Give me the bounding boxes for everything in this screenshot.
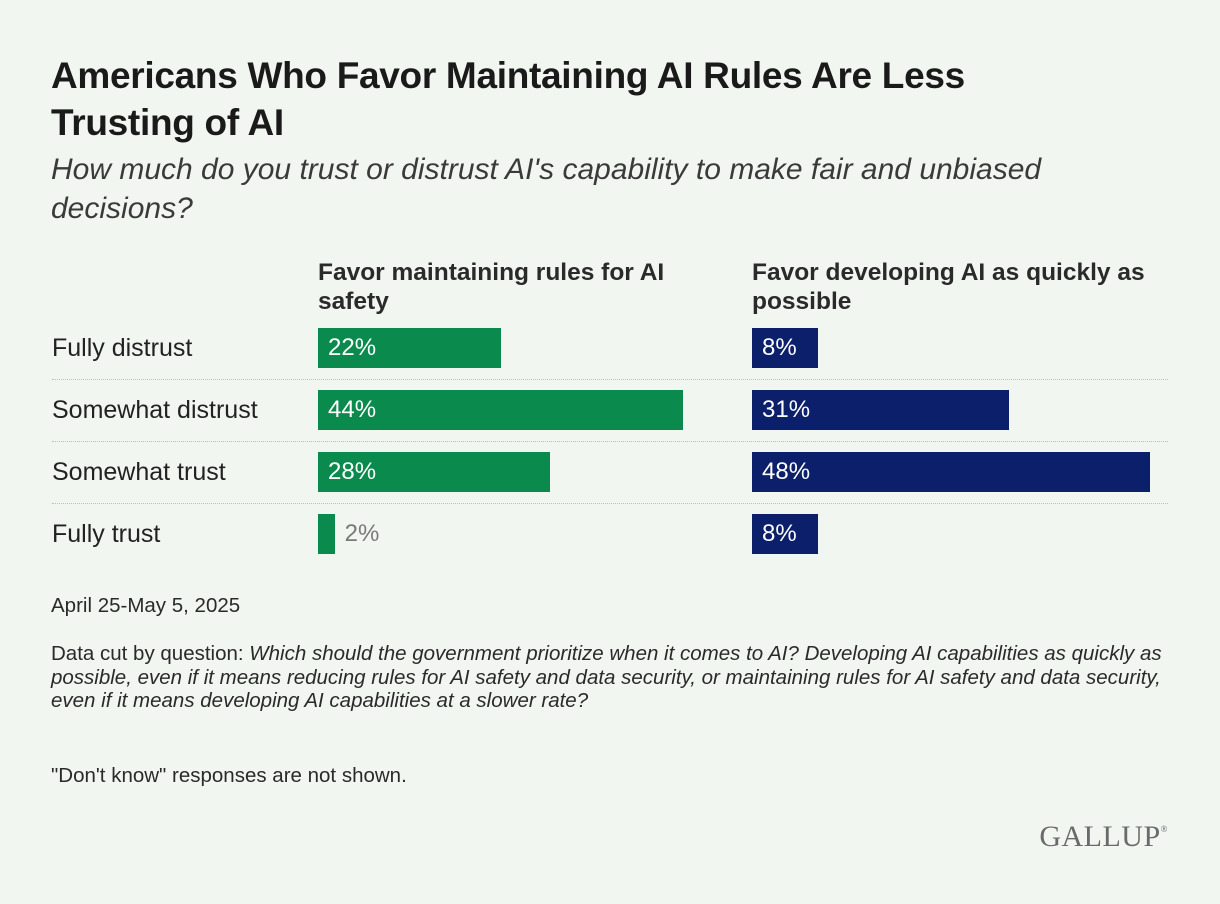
question-text: Which should the government prioritize w… [51, 642, 1162, 712]
chart-subtitle: How much do you trust or distrust AI's c… [51, 153, 1042, 225]
bar [318, 390, 684, 430]
question-prefix: Data cut by question: [51, 642, 250, 665]
bar-value-label: 2% [344, 520, 380, 547]
category-label: Somewhat distrust [52, 396, 258, 424]
row-divider [52, 441, 1168, 442]
category-label: Fully trust [52, 520, 161, 548]
date-note: April 25-May 5, 2025 [51, 594, 241, 617]
panel-header-2: Favor developing AI as quickly as possib… [752, 259, 1145, 315]
question-note: Data cut by question: Which should the g… [51, 642, 1171, 713]
bar [318, 452, 551, 492]
dont-know-note: "Don't know" responses are not shown. [51, 764, 407, 787]
bar-value-label: 31% [762, 396, 811, 423]
bar-value-label: 8% [762, 334, 797, 361]
bar [752, 390, 1010, 430]
bar-value-label: 22% [328, 334, 377, 361]
bar [752, 514, 819, 554]
bar-value-label: 8% [762, 520, 797, 547]
bar [318, 328, 501, 368]
registered-mark: ® [1160, 824, 1168, 834]
bar [752, 452, 1151, 492]
bar-value-label: 28% [328, 458, 377, 485]
bar [318, 514, 335, 554]
bar-value-label: 44% [328, 396, 377, 423]
panel-header-1: Favor maintaining rules for AI safety [318, 259, 665, 315]
chart-title: Americans Who Favor Maintaining AI Rules… [51, 55, 965, 143]
row-divider [52, 379, 1168, 380]
gallup-logo: GALLUP® [1039, 820, 1168, 854]
bar [752, 328, 819, 368]
bar-value-label: 48% [762, 458, 811, 485]
category-label: Fully distrust [52, 334, 193, 362]
logo-text: GALLUP [1039, 820, 1161, 853]
category-label: Somewhat trust [52, 458, 226, 486]
row-divider [52, 503, 1168, 504]
